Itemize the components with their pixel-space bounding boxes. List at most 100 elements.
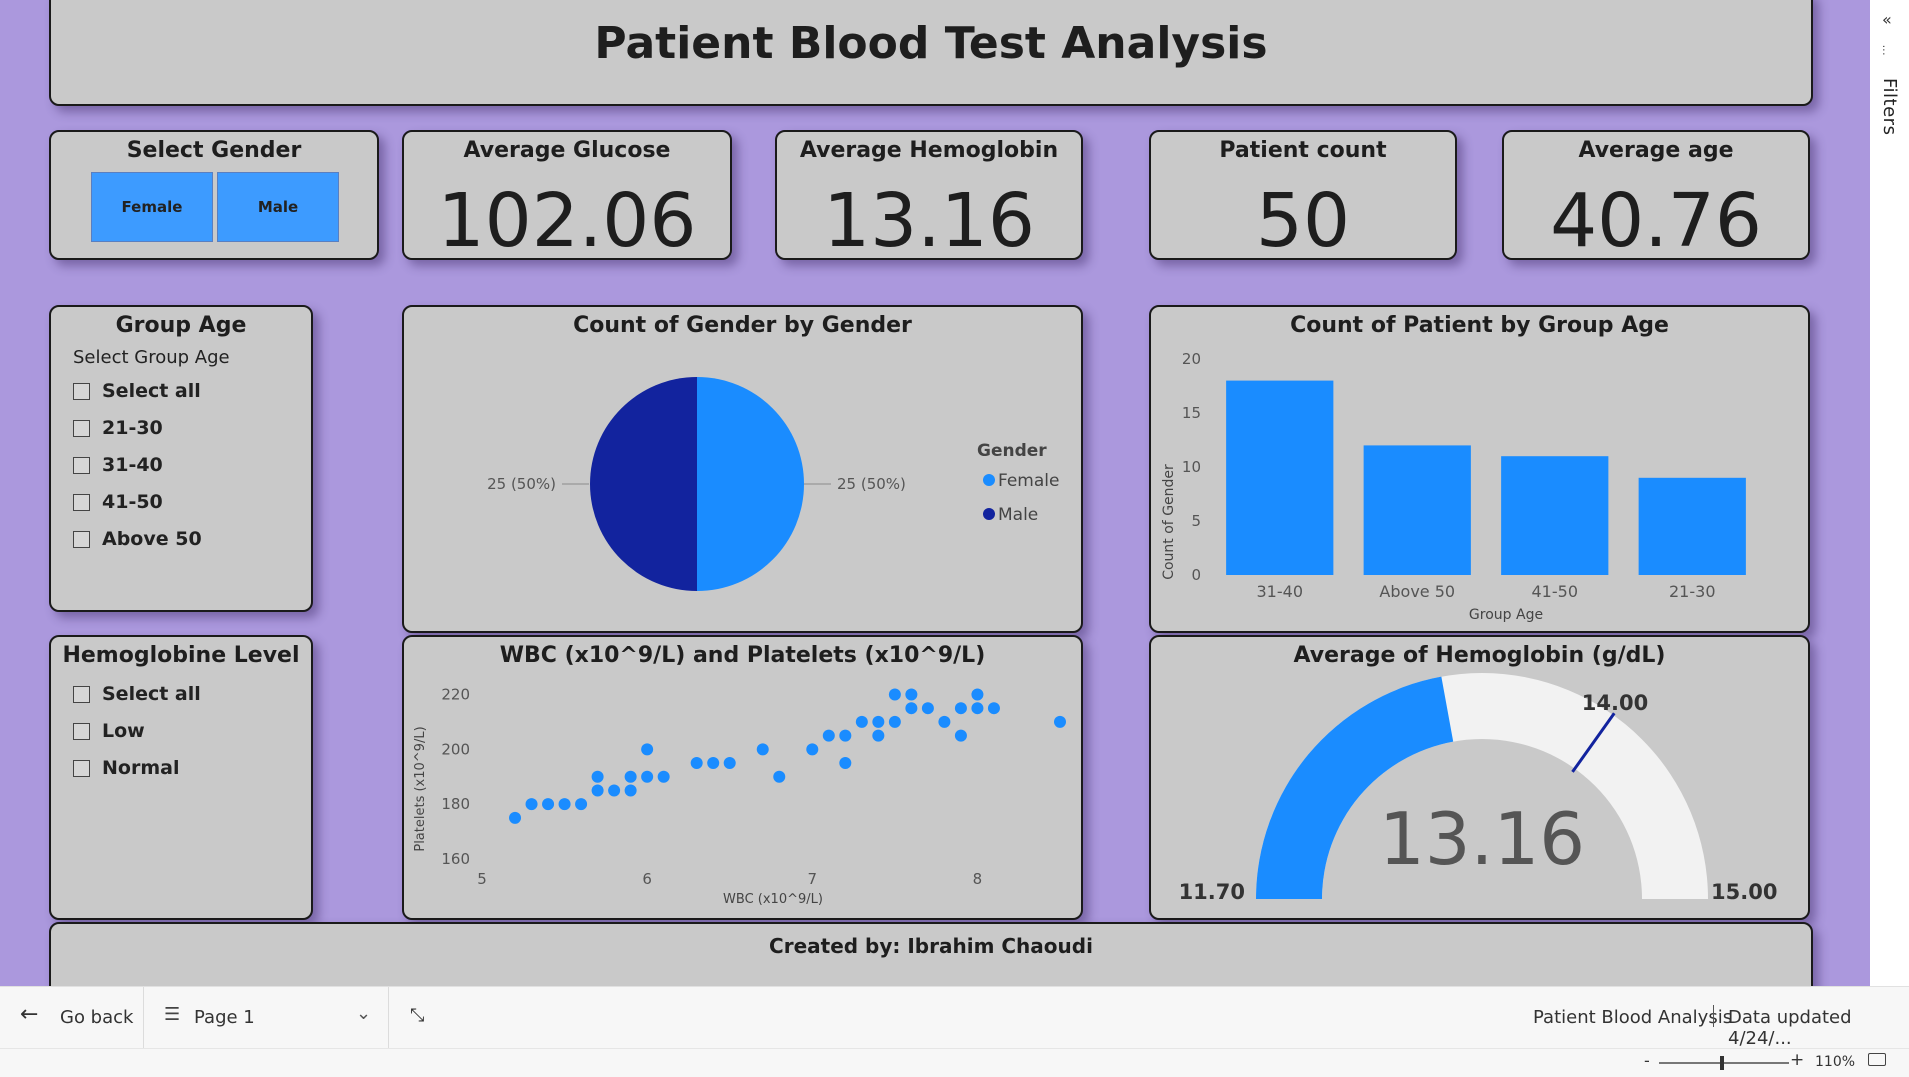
option-label: 31-40 bbox=[102, 454, 163, 476]
bar-x-tick-label: 41-50 bbox=[1532, 582, 1579, 601]
scatter-point bbox=[542, 798, 555, 811]
checkbox[interactable] bbox=[73, 419, 90, 437]
zoom-out-icon[interactable]: - bbox=[1644, 1051, 1650, 1070]
gauge-title: Average of Hemoglobin (g/dL) bbox=[1293, 643, 1666, 668]
checkbox[interactable] bbox=[73, 456, 90, 474]
scatter-point bbox=[756, 743, 769, 756]
group-age-option-21-30[interactable]: 21-30 bbox=[73, 417, 163, 439]
bar-chart[interactable]: Count of Gender Group Age 0 5 10 15 20 31-40 A… bbox=[1151, 307, 1808, 631]
group-age-option-31-40[interactable]: 31-40 bbox=[73, 454, 163, 476]
go-back-label: Go back bbox=[60, 1007, 134, 1028]
page-selector[interactable]: ☰ Page 1 ⌄ bbox=[144, 987, 388, 1049]
option-label: Low bbox=[102, 720, 145, 742]
status-bar: - + 110% bbox=[0, 1048, 1909, 1077]
gauge-value: 13.16 bbox=[1379, 797, 1585, 881]
group-age-option-select-all[interactable]: Select all bbox=[73, 380, 201, 402]
go-back-button[interactable]: ← Go back bbox=[0, 987, 143, 1049]
option-label: 41-50 bbox=[102, 491, 163, 513]
pie-chart-title: Count of Gender by Gender bbox=[573, 313, 912, 338]
scatter-point bbox=[773, 770, 786, 783]
kpi-card-average-age: Average age 40.76 bbox=[1502, 130, 1810, 264]
pie-chart[interactable]: 25 (50%) 25 (50%) Gender Female Male bbox=[404, 307, 1081, 631]
kpi-value-average-age: 40.76 bbox=[1550, 178, 1762, 264]
filters-pane[interactable]: « ⫶ Filters bbox=[1870, 0, 1909, 986]
zoom-slider[interactable] bbox=[1659, 1056, 1789, 1070]
scatter-point bbox=[624, 784, 637, 797]
scatter-point bbox=[839, 729, 852, 742]
pie-chart-card: Count of Gender by Gender 25 (50%) 25 (5… bbox=[402, 305, 1083, 633]
group-age-option-41-50[interactable]: 41-50 bbox=[73, 491, 163, 513]
gauge-chart[interactable]: 13.16 11.70 15.00 14.00 bbox=[1151, 637, 1808, 918]
scatter-point bbox=[1054, 715, 1066, 728]
option-label: Select all bbox=[102, 380, 201, 402]
divider bbox=[1713, 1005, 1714, 1027]
group-age-slicer-title: Group Age bbox=[115, 313, 247, 338]
bar-x-axis-label: Group Age bbox=[1469, 607, 1543, 623]
hemoglobin-option-low[interactable]: Low bbox=[73, 720, 145, 742]
scatter-x-tick-label: 6 bbox=[642, 870, 652, 888]
divider bbox=[143, 987, 144, 1049]
bar-y-tick-label: 15 bbox=[1182, 404, 1201, 422]
pie-slice-female bbox=[697, 377, 804, 591]
hemoglobin-option-select-all[interactable]: Select all bbox=[73, 683, 201, 705]
scatter-point bbox=[839, 757, 852, 770]
checkbox[interactable] bbox=[73, 493, 90, 511]
gauge-min-label: 11.70 bbox=[1179, 880, 1245, 904]
data-updated: Data updated 4/24/... bbox=[1728, 1007, 1852, 1049]
gender-button-female[interactable]: Female bbox=[91, 172, 213, 242]
bar-21-30 bbox=[1638, 477, 1746, 575]
scatter-point bbox=[707, 757, 720, 770]
report-name: Patient Blood Analysis bbox=[1533, 1007, 1733, 1028]
gauge-fill bbox=[1256, 676, 1454, 899]
double-chevron-left-icon[interactable]: « bbox=[1882, 10, 1892, 29]
hemoglobin-option-normal[interactable]: Normal bbox=[73, 757, 179, 779]
bar-x-tick-label: Above 50 bbox=[1379, 582, 1455, 601]
collapse-icon[interactable]: ⤡ bbox=[410, 1005, 425, 1026]
bar-y-axis-label: Count of Gender bbox=[1161, 464, 1177, 580]
scatter-point bbox=[954, 729, 967, 742]
hemoglobin-slicer-title: Hemoglobine Level bbox=[62, 643, 300, 668]
page-title: Patient Blood Test Analysis bbox=[594, 18, 1268, 69]
filter-icon[interactable]: ⫶ bbox=[1882, 44, 1886, 59]
kpi-card-hemoglobin: Average Hemoglobin 13.16 bbox=[775, 130, 1083, 264]
checkbox[interactable] bbox=[73, 382, 90, 400]
zoom-slider-thumb[interactable] bbox=[1720, 1056, 1724, 1070]
legend-label-female: Female bbox=[998, 471, 1059, 491]
kpi-value-patient-count: 50 bbox=[1255, 178, 1351, 264]
pie-slice-male bbox=[590, 377, 697, 591]
option-label: 21-30 bbox=[102, 417, 163, 439]
kpi-title-average-age: Average age bbox=[1578, 138, 1734, 163]
checkbox[interactable] bbox=[73, 530, 90, 548]
gender-button-male[interactable]: Male bbox=[217, 172, 339, 242]
checkbox[interactable] bbox=[73, 759, 90, 777]
scatter-y-tick-label: 180 bbox=[441, 795, 470, 813]
scatter-chart[interactable]: Platelets (x10^9/L) WBC (x10^9/L) 160 180… bbox=[404, 637, 1081, 918]
checkbox[interactable] bbox=[73, 685, 90, 703]
group-age-slicer-subtitle: Select Group Age bbox=[73, 347, 230, 368]
scatter-point bbox=[971, 688, 984, 701]
option-label: Select all bbox=[102, 683, 201, 705]
bar-x-tick-label: 31-40 bbox=[1257, 582, 1304, 601]
bar-chart-title: Count of Patient by Group Age bbox=[1290, 313, 1669, 338]
filters-label[interactable]: Filters bbox=[1879, 78, 1900, 136]
group-age-option-above-50[interactable]: Above 50 bbox=[73, 528, 202, 550]
bar-x-tick-label: 21-30 bbox=[1669, 582, 1716, 601]
scatter-point bbox=[905, 702, 918, 715]
scatter-point bbox=[872, 715, 885, 728]
scatter-point bbox=[624, 770, 637, 783]
scatter-point bbox=[888, 688, 901, 701]
scatter-y-tick-label: 200 bbox=[441, 740, 470, 758]
zoom-in-icon[interactable]: + bbox=[1790, 1050, 1805, 1070]
report-canvas: Patient Blood Test Analysis Select Gende… bbox=[0, 0, 1870, 1002]
legend-marker-female bbox=[983, 474, 995, 486]
kpi-title-hemoglobin: Average Hemoglobin bbox=[799, 138, 1059, 163]
pie-label-female: 25 (50%) bbox=[837, 475, 906, 493]
scatter-y-axis-label: Platelets (x10^9/L) bbox=[413, 726, 428, 851]
divider bbox=[388, 987, 389, 1049]
fit-to-page-icon[interactable] bbox=[1868, 1053, 1886, 1066]
checkbox[interactable] bbox=[73, 722, 90, 740]
scatter-point bbox=[987, 702, 1000, 715]
scatter-point bbox=[525, 798, 538, 811]
scatter-chart-title: WBC (x10^9/L) and Platelets (x10^9/L) bbox=[499, 643, 986, 668]
footer-credit: Created by: Ibrahim Chaoudi bbox=[769, 934, 1093, 958]
